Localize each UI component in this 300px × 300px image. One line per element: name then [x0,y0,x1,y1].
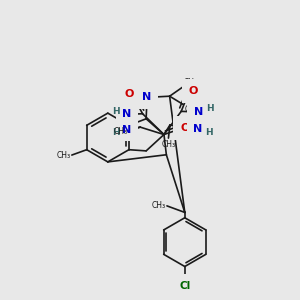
Text: N: N [122,109,132,119]
Text: CH₃: CH₃ [184,105,199,114]
Text: CH₃: CH₃ [152,201,166,210]
Text: N: N [193,124,203,134]
Text: H: H [112,128,119,137]
Text: CH₃: CH₃ [56,151,70,160]
Text: H: H [112,107,119,116]
Text: N: N [194,107,203,117]
Text: N: N [122,125,132,135]
Text: O: O [124,89,134,99]
Text: O: O [180,123,190,133]
Text: CH₃: CH₃ [184,78,198,87]
Text: H: H [206,128,213,137]
Text: H: H [206,104,214,113]
Text: N: N [142,92,152,102]
Text: O: O [188,86,198,96]
Text: CH₃: CH₃ [113,127,128,136]
Text: Cl: Cl [179,280,190,290]
Text: CH₃: CH₃ [162,140,176,149]
